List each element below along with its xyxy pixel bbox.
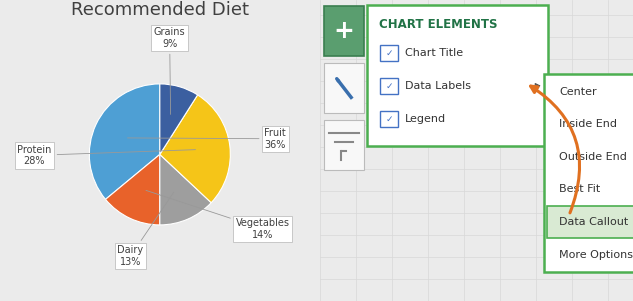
Text: Outside End: Outside End	[560, 152, 627, 162]
Text: Dairy
13%: Dairy 13%	[117, 192, 173, 267]
Text: More Options...: More Options...	[560, 250, 633, 259]
Text: Data Callout: Data Callout	[560, 217, 629, 227]
Text: ✓: ✓	[385, 48, 392, 57]
Wedge shape	[160, 84, 197, 154]
Text: ✓: ✓	[385, 115, 392, 124]
Text: CHART ELEMENTS: CHART ELEMENTS	[379, 17, 498, 31]
Text: +: +	[334, 19, 354, 43]
Wedge shape	[160, 154, 211, 225]
Text: Legend: Legend	[405, 114, 446, 124]
Text: Best Fit: Best Fit	[560, 185, 601, 194]
Text: Vegetables
14%: Vegetables 14%	[146, 190, 290, 240]
Text: Chart Title: Chart Title	[405, 48, 463, 58]
FancyBboxPatch shape	[544, 74, 633, 272]
Text: Fruit
36%: Fruit 36%	[127, 128, 286, 150]
Title: Recommended Diet: Recommended Diet	[71, 1, 249, 19]
FancyBboxPatch shape	[380, 111, 398, 127]
Text: Inside End: Inside End	[560, 119, 617, 129]
Wedge shape	[89, 84, 160, 199]
Text: Center: Center	[560, 87, 597, 97]
Text: Protein
28%: Protein 28%	[17, 144, 196, 166]
Text: Data Labels: Data Labels	[405, 81, 471, 91]
Wedge shape	[160, 95, 230, 203]
FancyBboxPatch shape	[324, 6, 363, 56]
FancyBboxPatch shape	[547, 206, 633, 238]
FancyBboxPatch shape	[367, 5, 548, 146]
FancyBboxPatch shape	[380, 45, 398, 61]
Text: Grains
9%: Grains 9%	[154, 27, 185, 114]
Wedge shape	[106, 154, 160, 225]
FancyBboxPatch shape	[380, 78, 398, 94]
FancyBboxPatch shape	[324, 63, 363, 113]
FancyBboxPatch shape	[324, 120, 363, 170]
Text: ✓: ✓	[385, 82, 392, 91]
